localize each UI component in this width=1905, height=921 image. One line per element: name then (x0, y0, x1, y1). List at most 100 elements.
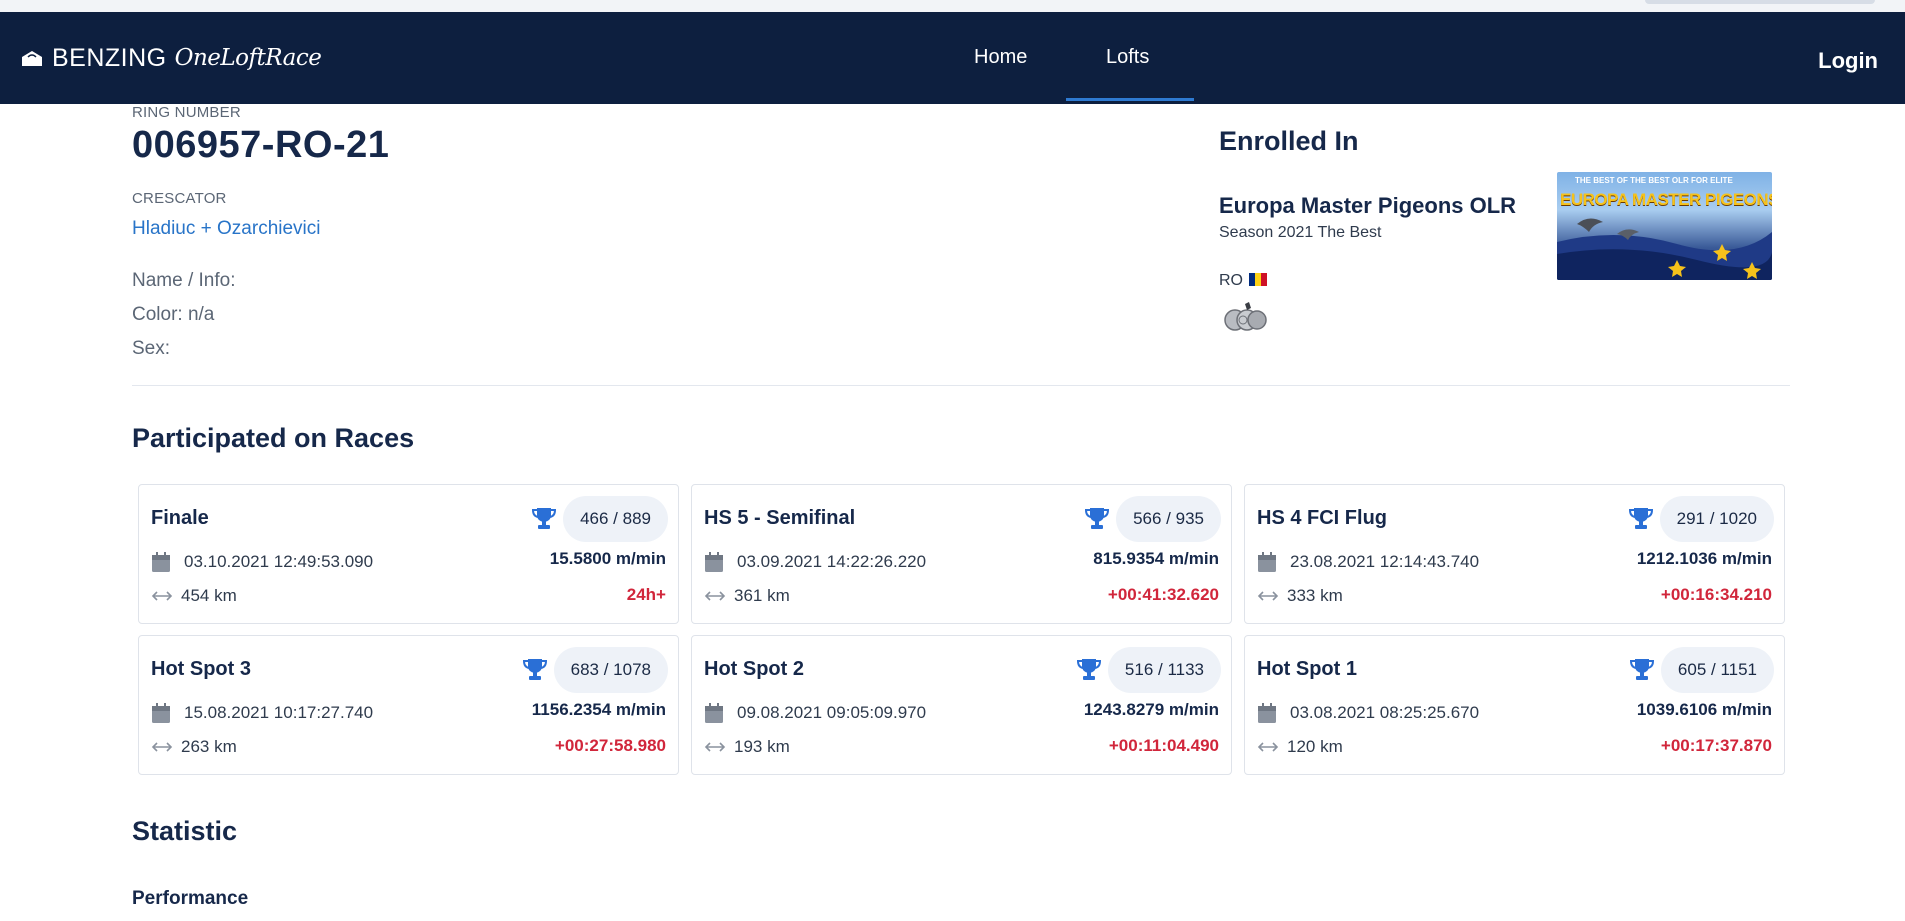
race-delay: 24h+ (626, 585, 666, 604)
color-info: Color: n/a (132, 304, 215, 325)
banner-artwork (1557, 218, 1772, 280)
competition-banner[interactable]: THE BEST OF THE BEST OLR FOR ELITE EUROP… (1557, 172, 1772, 280)
rank-badge: 605 / 1151 (1660, 647, 1774, 693)
races-section-title: Participated on Races (132, 423, 415, 453)
banner-top-text: THE BEST OF THE BEST OLR FOR ELITE (1575, 176, 1733, 185)
name-info: Name / Info: (132, 270, 236, 291)
login-button[interactable]: Login (1818, 48, 1878, 73)
loft-icon (22, 51, 42, 66)
race-delay: +00:27:58.980 (554, 736, 666, 755)
arrows-horizontal-icon (151, 591, 173, 601)
arrows-horizontal-icon (151, 742, 173, 752)
race-card[interactable]: Hot Spot 1 605 / 1151 03.08.2021 08:25:2… (1244, 635, 1785, 775)
brand-logo[interactable]: BENZING OneLoftRace (20, 42, 322, 74)
race-distance: 263 km (181, 737, 237, 756)
calendar-icon (152, 703, 170, 723)
brand-name: BENZING (52, 43, 167, 72)
calendar-icon (705, 552, 723, 572)
race-datetime: 03.09.2021 14:22:26.220 (737, 552, 927, 571)
race-datetime: 03.10.2021 12:49:53.090 (184, 552, 374, 571)
calendar-icon (1258, 703, 1276, 723)
romania-flag-icon (1249, 272, 1267, 286)
race-distance: 333 km (1287, 586, 1343, 605)
race-name: Hot Spot 2 (704, 658, 804, 680)
ring-number-label: RING NUMBER (132, 104, 241, 121)
calendar-icon (1258, 552, 1276, 572)
race-distance: 193 km (734, 737, 790, 756)
race-date-row: 09.08.2021 09:05:09.970 (704, 702, 926, 724)
race-date-row: 15.08.2021 10:17:27.740 (151, 702, 373, 724)
race-speed: 1039.6106 m/min (1636, 700, 1772, 719)
race-distance-row: 263 km (151, 737, 237, 757)
race-speed: 1212.1036 m/min (1636, 549, 1772, 568)
arrows-horizontal-icon (1257, 591, 1279, 601)
race-card[interactable]: Hot Spot 3 683 / 1078 15.08.2021 10:17:2… (138, 635, 679, 775)
race-distance: 361 km (734, 586, 790, 605)
race-distance-row: 333 km (1257, 586, 1343, 606)
race-name: Hot Spot 3 (151, 658, 251, 680)
race-datetime: 03.08.2021 08:25:25.670 (1290, 703, 1480, 722)
performance-subtitle: Performance (132, 888, 249, 909)
trophy-icon (531, 508, 557, 529)
race-name: HS 4 FCI Flug (1257, 507, 1387, 529)
competition-season: Season 2021 The Best (1219, 224, 1382, 241)
calendar-icon (705, 703, 723, 723)
race-date-row: 03.10.2021 12:49:53.090 (151, 551, 373, 573)
nav-home[interactable]: Home (974, 46, 1028, 68)
race-distance-row: 120 km (1257, 737, 1343, 757)
nav-lofts[interactable]: Lofts (1106, 46, 1150, 68)
race-speed: 15.5800 m/min (549, 549, 666, 568)
race-speed: 1243.8279 m/min (1083, 700, 1219, 719)
coins-icon (1224, 302, 1267, 331)
arrows-horizontal-icon (704, 742, 726, 752)
race-card[interactable]: HS 5 - Semifinal 566 / 935 03.09.2021 14… (691, 484, 1232, 624)
section-divider (132, 385, 1790, 386)
browser-top-strip (0, 0, 1905, 12)
trophy-icon (1076, 659, 1102, 680)
race-card[interactable]: Finale 466 / 889 03.10.2021 12:49:53.090 (138, 484, 679, 624)
ring-number: 006957-RO-21 (132, 124, 390, 166)
rank-badge: 683 / 1078 (553, 647, 668, 693)
trophy-icon (1084, 508, 1110, 529)
navbar: BENZING OneLoftRace Home Lofts Login (0, 12, 1905, 104)
rank-badge: 291 / 1020 (1659, 496, 1774, 542)
race-date-row: 23.08.2021 12:14:43.740 (1257, 551, 1479, 573)
statistic-title: Statistic (132, 816, 238, 846)
race-distance: 454 km (181, 586, 237, 605)
race-card[interactable]: HS 4 FCI Flug 291 / 1020 23.08.2021 12:1… (1244, 484, 1785, 624)
trophy-icon (1628, 508, 1654, 529)
calendar-icon (152, 552, 170, 572)
competition-name[interactable]: Europa Master Pigeons OLR (1219, 193, 1517, 218)
race-name: Finale (151, 507, 209, 529)
arrows-horizontal-icon (1257, 742, 1279, 752)
race-date-row: 03.08.2021 08:25:25.670 (1257, 702, 1479, 724)
active-nav-indicator (1066, 98, 1194, 101)
rank-badge: 466 / 889 (563, 496, 668, 542)
race-datetime: 09.08.2021 09:05:09.970 (737, 703, 927, 722)
top-strip-pill (1645, 0, 1875, 4)
race-distance-row: 454 km (151, 586, 237, 606)
race-delay: +00:41:32.620 (1107, 585, 1219, 604)
banner-main-text: EUROPA MASTER PIGEONS (1560, 190, 1772, 209)
enrolled-title: Enrolled In (1219, 126, 1359, 156)
race-distance-row: 193 km (704, 737, 790, 757)
trophy-icon (1629, 659, 1655, 680)
sex-info: Sex: (132, 338, 171, 359)
country: RO (1219, 272, 1267, 290)
race-speed: 815.9354 m/min (1093, 549, 1219, 568)
trophy-icon (522, 659, 548, 680)
country-code: RO (1219, 272, 1243, 289)
race-delay: +00:17:37.870 (1660, 736, 1772, 755)
breeder-link[interactable]: Hladiuc + Ozarchievici (132, 218, 321, 239)
race-distance: 120 km (1287, 737, 1343, 756)
race-delay: +00:11:04.490 (1108, 736, 1219, 755)
race-card[interactable]: Hot Spot 2 516 / 1133 09.08.2021 09:05:0… (691, 635, 1232, 775)
rank-badge: 566 / 935 (1116, 496, 1221, 542)
race-delay: +00:16:34.210 (1660, 585, 1772, 604)
race-name: Hot Spot 1 (1257, 658, 1357, 680)
race-name: HS 5 - Semifinal (704, 507, 856, 529)
rank-badge: 516 / 1133 (1107, 647, 1221, 693)
breeder-label: CRESCATOR (132, 190, 227, 207)
brand-script: OneLoftRace (174, 45, 322, 71)
arrows-horizontal-icon (704, 591, 726, 601)
